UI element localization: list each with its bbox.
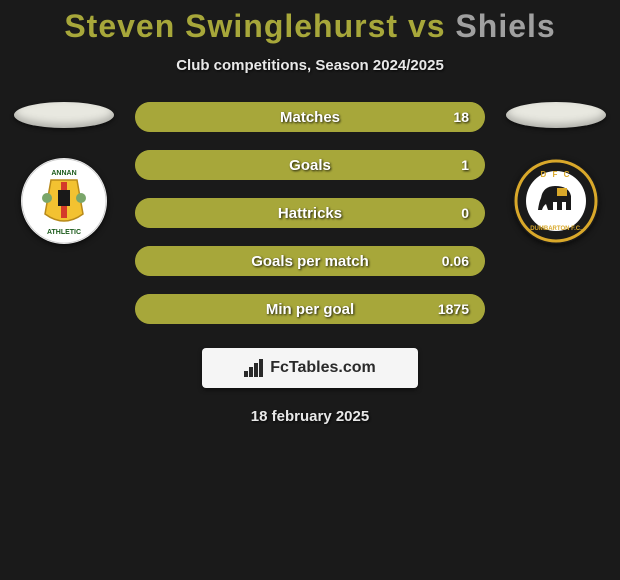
date-text: 18 february 2025	[0, 408, 620, 425]
comparison-card: Steven Swinglehurst vs Shiels Club compe…	[0, 0, 620, 425]
right-column: D F C DUMBARTON F.C.	[501, 102, 611, 244]
stat-bar: Min per goal 1875	[135, 294, 485, 324]
stat-value: 18	[453, 109, 469, 125]
badge-bottom-text: ATHLETIC	[47, 229, 81, 236]
stat-bar: Matches 18	[135, 102, 485, 132]
dumbarton-badge-icon: D F C DUMBARTON F.C.	[513, 158, 599, 244]
left-column: ANNAN ATHLETIC	[9, 102, 119, 244]
right-oval	[506, 102, 606, 128]
badge-top-text: ANNAN	[51, 170, 76, 177]
content-row: ANNAN ATHLETIC Matches 18 Goals 1 Hattricks 0…	[0, 102, 620, 324]
annan-badge-icon: ANNAN ATHLETIC	[21, 158, 107, 244]
stat-value: 0	[461, 205, 469, 221]
stat-bar: Hattricks 0	[135, 198, 485, 228]
page-title: Steven Swinglehurst vs Shiels	[0, 8, 620, 45]
stats-column: Matches 18 Goals 1 Hattricks 0 Goals per match…	[135, 102, 485, 324]
right-club-badge: D F C DUMBARTON F.C.	[513, 158, 599, 244]
stat-bar: Goals per match 0.06	[135, 246, 485, 276]
stat-label: Hattricks	[278, 205, 342, 222]
brand-text: FcTables.com	[270, 359, 376, 377]
left-club-badge: ANNAN ATHLETIC	[21, 158, 107, 244]
svg-text:D F C: D F C	[541, 170, 572, 179]
chart-icon	[244, 359, 264, 377]
stat-label: Matches	[280, 109, 340, 126]
stat-label: Goals per match	[251, 253, 369, 270]
stat-bar: Goals 1	[135, 150, 485, 180]
stat-label: Min per goal	[266, 301, 354, 318]
stat-label: Goals	[289, 157, 331, 174]
brand-box[interactable]: FcTables.com	[202, 348, 418, 388]
svg-text:DUMBARTON F.C.: DUMBARTON F.C.	[530, 226, 582, 232]
stat-value: 0.06	[442, 253, 469, 269]
stat-value: 1	[461, 157, 469, 173]
player1-name: Steven Swinglehurst	[64, 8, 398, 44]
subtitle: Club competitions, Season 2024/2025	[0, 57, 620, 74]
vs-text: vs	[398, 8, 455, 44]
stat-value: 1875	[438, 301, 469, 317]
player2-name: Shiels	[455, 8, 555, 44]
left-oval	[14, 102, 114, 128]
